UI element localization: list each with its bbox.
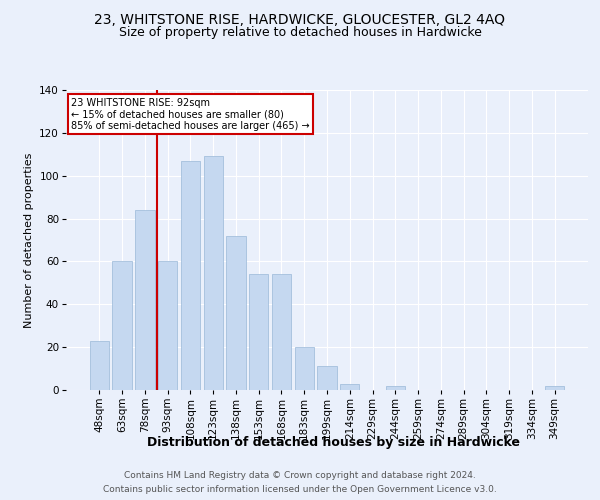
Text: Contains public sector information licensed under the Open Government Licence v3: Contains public sector information licen… — [103, 484, 497, 494]
Bar — [135, 210, 155, 390]
Text: Distribution of detached houses by size in Hardwicke: Distribution of detached houses by size … — [146, 436, 520, 449]
Text: 23 WHITSTONE RISE: 92sqm
← 15% of detached houses are smaller (80)
85% of semi-d: 23 WHITSTONE RISE: 92sqm ← 15% of detach… — [71, 98, 310, 130]
Text: 23, WHITSTONE RISE, HARDWICKE, GLOUCESTER, GL2 4AQ: 23, WHITSTONE RISE, HARDWICKE, GLOUCESTE… — [95, 12, 505, 26]
Text: Size of property relative to detached houses in Hardwicke: Size of property relative to detached ho… — [119, 26, 481, 39]
Bar — [112, 262, 132, 390]
Bar — [203, 156, 223, 390]
Bar — [295, 347, 314, 390]
Text: Contains HM Land Registry data © Crown copyright and database right 2024.: Contains HM Land Registry data © Crown c… — [124, 472, 476, 480]
Bar — [226, 236, 245, 390]
Bar — [181, 160, 200, 390]
Bar — [545, 386, 564, 390]
Bar — [386, 386, 405, 390]
Bar — [249, 274, 268, 390]
Bar — [340, 384, 359, 390]
Bar — [272, 274, 291, 390]
Bar — [317, 366, 337, 390]
Y-axis label: Number of detached properties: Number of detached properties — [24, 152, 34, 328]
Bar — [90, 340, 109, 390]
Bar — [158, 262, 178, 390]
